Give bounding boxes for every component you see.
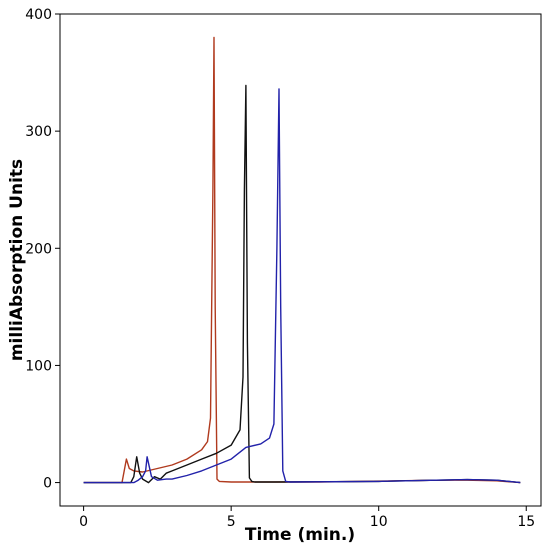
series-layer bbox=[83, 36, 521, 484]
y-tick-label: 400 bbox=[25, 7, 52, 23]
y-tick-label: 300 bbox=[25, 124, 52, 140]
y-tick-label: 200 bbox=[25, 241, 52, 257]
plot-area-frame bbox=[59, 13, 542, 507]
y-tick-label: 100 bbox=[25, 358, 52, 374]
series-line-2 bbox=[83, 84, 521, 484]
x-axis-label: Time (min.) bbox=[245, 525, 355, 545]
series-line-3 bbox=[83, 88, 521, 484]
x-tick-label: 15 bbox=[517, 514, 535, 530]
series-line-1 bbox=[83, 36, 521, 484]
y-tick-label: 0 bbox=[43, 476, 52, 492]
y-axis-label: milliAbsorption Units bbox=[7, 159, 27, 361]
x-tick-label: 0 bbox=[79, 514, 88, 530]
x-tick-label: 10 bbox=[370, 514, 388, 530]
x-tick-label: 5 bbox=[227, 514, 236, 530]
axis-ticks: 0 5 10 15 0 100 200 300 400 bbox=[25, 7, 535, 530]
